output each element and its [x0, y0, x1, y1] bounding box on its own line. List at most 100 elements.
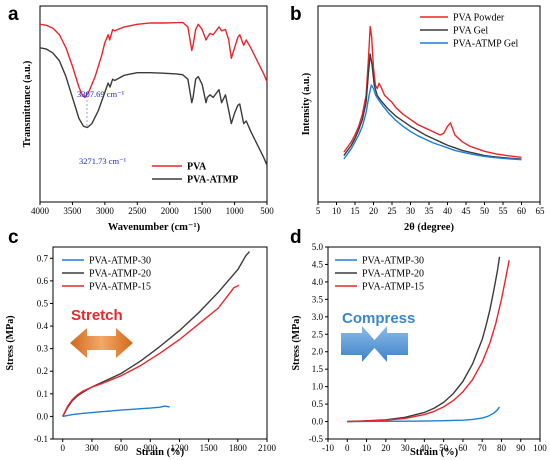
plot-frame-d: [327, 246, 541, 440]
panel-label-b: b: [290, 4, 302, 25]
panel-label-d: d: [290, 227, 302, 248]
y-tick-label: -0.5: [309, 434, 324, 444]
x-tick-label: 65: [536, 206, 546, 216]
x-tick-label: 40: [420, 443, 430, 453]
plot-d: -10 0 10 20 30 40 50 60 70 80 90 100 -0.5 0.0 0.5 1.0 1.…: [309, 242, 548, 453]
series-line-c-pva-atmp-30: [62, 405, 170, 418]
compress-label: Compress: [342, 310, 415, 327]
y-tick-label: 0.2: [37, 366, 48, 376]
y-tick-label: 1.0: [312, 382, 324, 392]
y-tick-label: 0.1: [37, 389, 48, 399]
x-tick-label: 55: [499, 206, 509, 216]
series-line-b-pva-powder: [343, 25, 522, 158]
series-line-c-pva-atmp-20: [62, 251, 251, 417]
series-line-a-pva-atmp: [39, 47, 268, 166]
x-tick-label: 10: [362, 443, 372, 453]
y-tick-label: 3.5: [312, 294, 324, 304]
x-tick-label: 900: [144, 443, 158, 453]
y-axis-label-b: Intensity (a.u.): [301, 73, 312, 136]
x-tick-label: 45: [462, 206, 472, 216]
x-tick-label: 60: [517, 206, 527, 216]
x-tick-label: 100: [533, 443, 547, 453]
plot-b: 5 10 15 20 25 30 35 40 45 50 55 60 65: [316, 25, 546, 216]
x-tick-label: 300: [85, 443, 99, 453]
y-tick-label: 0.7: [37, 253, 49, 263]
x-tick-label: 4000: [31, 206, 50, 216]
panel-label-c: c: [8, 227, 19, 248]
x-tick-label: 1200: [170, 443, 189, 453]
legend-label: PVA Powder: [453, 13, 505, 24]
plot-frame-b: [317, 5, 541, 203]
x-tick-label: 1500: [200, 443, 219, 453]
y-tick-label: 0.5: [37, 298, 49, 308]
y-tick-label: 5.0: [312, 242, 324, 252]
x-tick-label: 50: [439, 443, 449, 453]
x-tick-label: 20: [381, 443, 391, 453]
legend-label: PVA-ATMP: [187, 175, 238, 186]
plot-frame-c: [52, 246, 268, 440]
series-line-c-pva-atmp-15: [62, 284, 240, 417]
y-tick-label: 0.4: [37, 321, 49, 331]
y-tick-label: 2.0: [312, 347, 324, 357]
y-tick-label: 0.0: [312, 417, 324, 427]
plot-c: 0 300 600 900 1200 1500 1800 2100 -0.1 0.0 0.1 0.2 0…: [34, 251, 277, 453]
plot-a: 4000 3500 3000 2500 2000 1500 1000 500: [31, 21, 274, 216]
x-axis-label-a: Wavenumber (cm⁻¹): [108, 222, 201, 233]
legend-label: PVA-ATMP-30: [362, 256, 424, 267]
x-tick-label: 2000: [161, 206, 180, 216]
legend-label: PVA-ATMP-30: [89, 256, 151, 267]
series-line-d-pva-atmp-30: [347, 406, 501, 423]
x-tick-label: 1800: [229, 443, 248, 453]
x-tick-label: 20: [369, 206, 379, 216]
y-tick-label: 0.0: [37, 411, 49, 421]
x-tick-label: 2500: [128, 206, 147, 216]
legends: PVA PVA-ATMP PVA Powder PVA Gel PVA-ATMP Gel…: [62, 13, 519, 293]
x-axis-label-b: 2θ (degree): [404, 222, 454, 233]
x-axis-label-c: Strain (%): [136, 447, 185, 458]
x-tick-label: 0: [345, 443, 350, 453]
y-axis-label-d: Stress (MPa): [291, 315, 302, 370]
x-tick-label: 3000: [96, 206, 115, 216]
stretch-arrow-icon: [70, 328, 133, 358]
x-tick-label: 30: [401, 443, 411, 453]
x-tick-label: -10: [322, 443, 334, 453]
series-line-b-pva-gel: [343, 53, 522, 160]
legend-label: PVA-ATMP-20: [362, 269, 424, 280]
x-tick-label: 5: [316, 206, 321, 216]
x-tick-label: 80: [497, 443, 507, 453]
panel-label-a: a: [8, 4, 19, 25]
compress-arrow-left-icon: [341, 326, 378, 362]
legend-label: PVA-ATMP-15: [89, 282, 151, 293]
y-tick-label: 0.3: [37, 344, 49, 354]
x-tick-label: 15: [351, 206, 361, 216]
y-tick-label: 1.5: [312, 364, 324, 374]
y-tick-label: -0.1: [34, 434, 48, 444]
y-axis-label-a: Transmittance (a.u.): [22, 61, 33, 148]
y-tick-label: 0.6: [37, 276, 49, 286]
x-tick-label: 50: [480, 206, 490, 216]
y-axis-label-c: Stress (MPa): [5, 315, 16, 370]
x-tick-label: 25: [388, 206, 398, 216]
plot-frame-a: [39, 5, 268, 203]
x-tick-label: 1000: [226, 206, 245, 216]
x-tick-label: 70: [478, 443, 488, 453]
series-line-b-pva-atmp-gel: [343, 84, 522, 161]
y-tick-label: 2.5: [312, 329, 324, 339]
annotation-pva-peak: 3307.69 cm⁻¹: [77, 89, 125, 99]
x-tick-label: 40: [443, 206, 453, 216]
x-tick-label: 2100: [258, 443, 277, 453]
x-tick-label: 0: [60, 443, 65, 453]
series-line-a-pva: [39, 21, 268, 99]
legend-label: PVA-ATMP-15: [362, 282, 424, 293]
y-tick-label: 4.5: [312, 259, 324, 269]
x-tick-label: 500: [260, 206, 274, 216]
x-tick-label: 30: [406, 206, 416, 216]
x-tick-label: 600: [114, 443, 128, 453]
legend-label: PVA Gel: [453, 26, 488, 37]
y-tick-label: 0.5: [312, 399, 324, 409]
annotation-atmp-peak: 3271.73 cm⁻¹: [79, 156, 127, 166]
y-tick-label: 4.0: [312, 277, 324, 287]
x-tick-label: 60: [458, 443, 468, 453]
legend-label: PVA: [187, 162, 207, 173]
